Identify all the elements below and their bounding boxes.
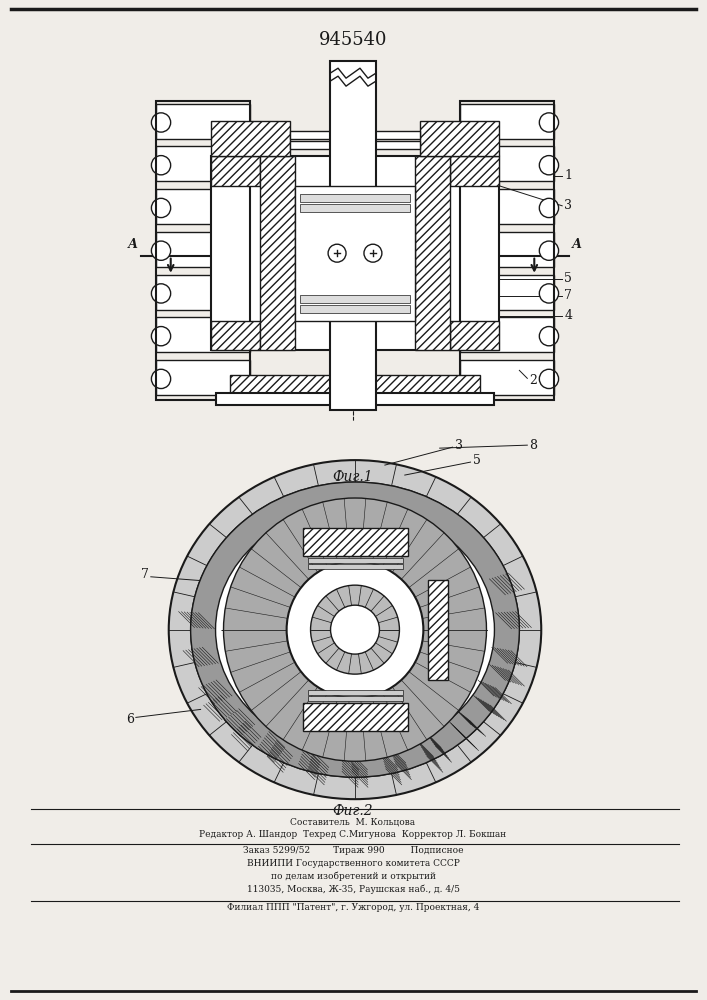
Bar	[291, 131, 420, 139]
Bar	[156, 146, 250, 181]
Text: 4: 4	[564, 309, 572, 322]
Bar	[296, 186, 415, 320]
Bar	[156, 275, 250, 310]
Circle shape	[539, 369, 559, 389]
Circle shape	[151, 198, 170, 218]
Text: 3: 3	[564, 199, 572, 212]
Circle shape	[539, 241, 559, 260]
Text: 8: 8	[499, 648, 508, 661]
Bar	[156, 104, 250, 139]
Bar	[460, 104, 554, 139]
Circle shape	[328, 244, 346, 262]
Ellipse shape	[216, 507, 494, 752]
Text: Составитель  М. Кольцова: Составитель М. Кольцова	[291, 817, 416, 826]
Circle shape	[151, 241, 170, 260]
Bar	[415, 156, 450, 350]
Bar	[308, 690, 403, 695]
Text: 5: 5	[564, 272, 572, 285]
Bar	[156, 360, 250, 395]
Text: Заказ 5299/52        Тираж 990         Подписное: Заказ 5299/52 Тираж 990 Подписное	[243, 846, 463, 855]
Text: Филиал ППП "Патент", г. Ужгород, ул. Проектная, 4: Филиал ППП "Патент", г. Ужгород, ул. Про…	[227, 903, 479, 912]
Text: 7: 7	[141, 568, 148, 581]
Text: по делам изобретений и открытий: по делам изобретений и открытий	[271, 872, 436, 881]
Text: 113035, Москва, Ж-35, Раушская наб., д. 4/5: 113035, Москва, Ж-35, Раушская наб., д. …	[247, 885, 460, 894]
Circle shape	[539, 284, 559, 303]
Bar	[450, 156, 499, 186]
Bar	[216, 393, 494, 405]
Circle shape	[539, 156, 559, 175]
Circle shape	[286, 561, 423, 698]
Bar	[300, 295, 410, 303]
Bar	[230, 375, 479, 393]
Text: А: А	[128, 238, 138, 251]
Bar	[211, 156, 260, 186]
Text: 5: 5	[472, 454, 480, 467]
Circle shape	[364, 244, 382, 262]
Bar	[156, 317, 250, 352]
Bar	[308, 564, 403, 569]
Circle shape	[539, 198, 559, 218]
Bar	[211, 121, 291, 156]
Circle shape	[223, 498, 486, 761]
Bar	[308, 696, 403, 701]
Text: Редактор А. Шандор  Техред С.Мигунова  Корректор Л. Бокшан: Редактор А. Шандор Техред С.Мигунова Кор…	[199, 830, 507, 839]
Bar	[460, 101, 554, 400]
Bar	[156, 232, 250, 267]
Bar	[460, 189, 554, 224]
Text: 3: 3	[455, 439, 462, 452]
Text: Фиг.1: Фиг.1	[333, 470, 373, 484]
Ellipse shape	[191, 482, 520, 777]
Bar	[460, 232, 554, 267]
Bar	[303, 528, 408, 556]
Bar	[211, 156, 499, 350]
Bar	[291, 141, 420, 149]
Bar	[211, 320, 260, 350]
Bar	[303, 703, 408, 731]
Bar	[428, 580, 448, 680]
Circle shape	[331, 605, 380, 654]
Circle shape	[539, 327, 559, 346]
Bar	[420, 121, 499, 156]
Text: 7: 7	[499, 613, 508, 626]
Bar	[460, 360, 554, 395]
Text: А: А	[572, 238, 582, 251]
Ellipse shape	[191, 482, 520, 777]
Text: 945540: 945540	[319, 31, 387, 49]
Bar	[300, 194, 410, 202]
Circle shape	[151, 113, 170, 132]
Text: А-А: А-А	[337, 505, 368, 519]
Text: 6: 6	[126, 713, 134, 726]
Bar	[330, 61, 376, 410]
Text: 8: 8	[530, 439, 537, 452]
Bar	[308, 558, 403, 563]
Bar	[460, 275, 554, 310]
Text: 1: 1	[564, 169, 572, 182]
Circle shape	[151, 327, 170, 346]
Circle shape	[151, 284, 170, 303]
Circle shape	[151, 369, 170, 389]
Bar	[156, 101, 250, 400]
Bar	[156, 189, 250, 224]
Text: Фиг.2: Фиг.2	[333, 804, 373, 818]
Ellipse shape	[169, 460, 542, 799]
Text: 7: 7	[564, 289, 572, 302]
Circle shape	[310, 585, 399, 674]
Bar	[260, 156, 296, 350]
Bar	[460, 317, 554, 352]
Bar	[300, 204, 410, 212]
Circle shape	[539, 113, 559, 132]
Circle shape	[151, 156, 170, 175]
Text: ВНИИПИ Государственного комитета СССР: ВНИИПИ Государственного комитета СССР	[247, 859, 460, 868]
Bar	[450, 320, 499, 350]
Bar	[300, 305, 410, 313]
Text: 2: 2	[530, 374, 537, 387]
Bar	[460, 146, 554, 181]
